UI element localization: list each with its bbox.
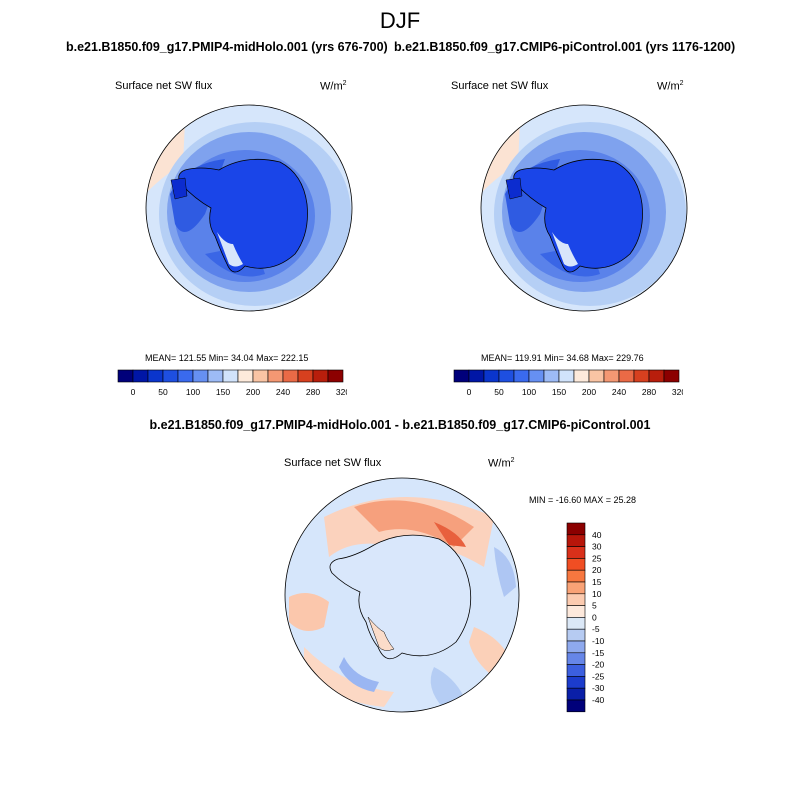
colorbar-box (252, 369, 269, 383)
colorbar-box (566, 546, 586, 559)
colorbar-box (177, 369, 194, 383)
colorbar-tick-label: 150 (552, 387, 566, 397)
colorbar-box (633, 369, 650, 383)
colorbar-box (566, 534, 586, 547)
colorbar-tick-label: 5 (592, 601, 597, 611)
panel2-variable-label: Surface net SW flux (451, 80, 549, 92)
panel1-units: W/m2 (320, 80, 347, 93)
colorbar-box (566, 522, 586, 536)
colorbar-box (566, 640, 586, 654)
colorbar-tick-label: 0 (467, 387, 472, 397)
colorbar-box (267, 369, 284, 383)
colorbar-tick-label: 200 (582, 387, 596, 397)
panel2-case-title: b.e21.B1850.f09_g17.CMIP6-piControl.001 … (392, 40, 736, 54)
difference-variable-label: Surface net SW flux (284, 457, 382, 469)
colorbar-tick-label: 50 (158, 387, 168, 397)
difference-polar-map (284, 477, 520, 713)
colorbar-box (603, 369, 620, 383)
colorbar-tick-label: 20 (592, 565, 602, 575)
colorbar-box (312, 369, 329, 383)
colorbar-tick-label: 50 (494, 387, 504, 397)
colorbar-box (162, 369, 179, 383)
panel2-stats: MEAN= 119.91 Min= 34.68 Max= 229.76 (481, 353, 644, 363)
colorbar-tick-label: 0 (592, 612, 597, 622)
difference-stats: MIN = -16.60 MAX = 25.28 (529, 495, 637, 505)
colorbar-tick-label: 0 (131, 387, 136, 397)
colorbar-tick-label: 240 (612, 387, 626, 397)
panel2-polar-map (480, 104, 688, 312)
colorbar-box (498, 369, 515, 383)
colorbar-box (483, 369, 500, 383)
colorbar-tick-label: 320 (336, 387, 347, 397)
colorbar-box (468, 369, 485, 383)
colorbar-tick-label: 280 (306, 387, 320, 397)
colorbar-box (297, 369, 314, 383)
colorbar-tick-label: -5 (592, 624, 600, 634)
colorbar-box (566, 605, 586, 618)
panel1-polar-map (145, 104, 353, 312)
colorbar-box (282, 369, 299, 383)
colorbar-box (237, 369, 254, 383)
colorbar-box (573, 369, 590, 383)
colorbar-box (222, 369, 239, 383)
colorbar-tick-label: -40 (592, 695, 605, 705)
colorbar-box (453, 369, 470, 383)
colorbar-tick-label: 40 (592, 530, 602, 540)
difference-title: b.e21.B1850.f09_g17.PMIP4-midHolo.001 - … (149, 418, 651, 432)
colorbar-box (566, 652, 586, 665)
colorbar-box (327, 369, 344, 383)
colorbar-box (566, 699, 586, 713)
colorbar-tick-label: 150 (216, 387, 230, 397)
colorbar-box (566, 687, 586, 701)
colorbar-tick-label: 240 (276, 387, 290, 397)
colorbar-tick-label: 10 (592, 589, 602, 599)
colorbar-box (566, 581, 586, 595)
colorbar-box (513, 369, 530, 383)
panel1-colorbar: 0 50 100 150 200 240 280 320 (117, 369, 347, 397)
colorbar-tick-label: 280 (642, 387, 656, 397)
colorbar-tick-label: -10 (592, 636, 605, 646)
colorbar-box (566, 593, 586, 606)
colorbar-box (566, 558, 586, 571)
colorbar-box (566, 617, 586, 630)
panel2-units: W/m2 (657, 80, 684, 93)
colorbar-box (147, 369, 164, 383)
panel1-stats: MEAN= 121.55 Min= 34.04 Max= 222.15 (145, 353, 309, 363)
panel1-variable-label: Surface net SW flux (115, 80, 213, 92)
colorbar-box (543, 369, 560, 383)
colorbar-box (663, 369, 680, 383)
colorbar-box (207, 369, 224, 383)
colorbar-box (192, 369, 209, 383)
colorbar-tick-label: 100 (186, 387, 200, 397)
colorbar-tick-label: 320 (672, 387, 683, 397)
colorbar-tick-label: -20 (592, 660, 605, 670)
colorbar-box (648, 369, 665, 383)
colorbar-box (566, 569, 586, 583)
colorbar-tick-label: 15 (592, 577, 602, 587)
colorbar-tick-label: -25 (592, 671, 605, 681)
colorbar-box (117, 369, 134, 383)
figure-title: DJF (379, 8, 421, 33)
colorbar-box (528, 369, 545, 383)
colorbar-box (588, 369, 605, 383)
colorbar-box (618, 369, 635, 383)
colorbar-box (566, 628, 586, 642)
colorbar-tick-label: -15 (592, 648, 605, 658)
colorbar-tick-label: -30 (592, 683, 605, 693)
colorbar-tick-label: 30 (592, 542, 602, 552)
difference-units: W/m2 (488, 457, 515, 470)
panel1-case-title: b.e21.B1850.f09_g17.PMIP4-midHolo.001 (y… (66, 40, 388, 54)
colorbar-tick-label: 25 (592, 553, 602, 563)
colorbar-box (558, 369, 575, 383)
colorbar-box (566, 676, 586, 689)
colorbar-box (566, 664, 586, 677)
colorbar-box (132, 369, 149, 383)
colorbar-tick-label: 200 (246, 387, 260, 397)
panel2-colorbar: 0 50 100 150 200 240 280 320 (453, 369, 683, 397)
colorbar-tick-label: 100 (522, 387, 536, 397)
